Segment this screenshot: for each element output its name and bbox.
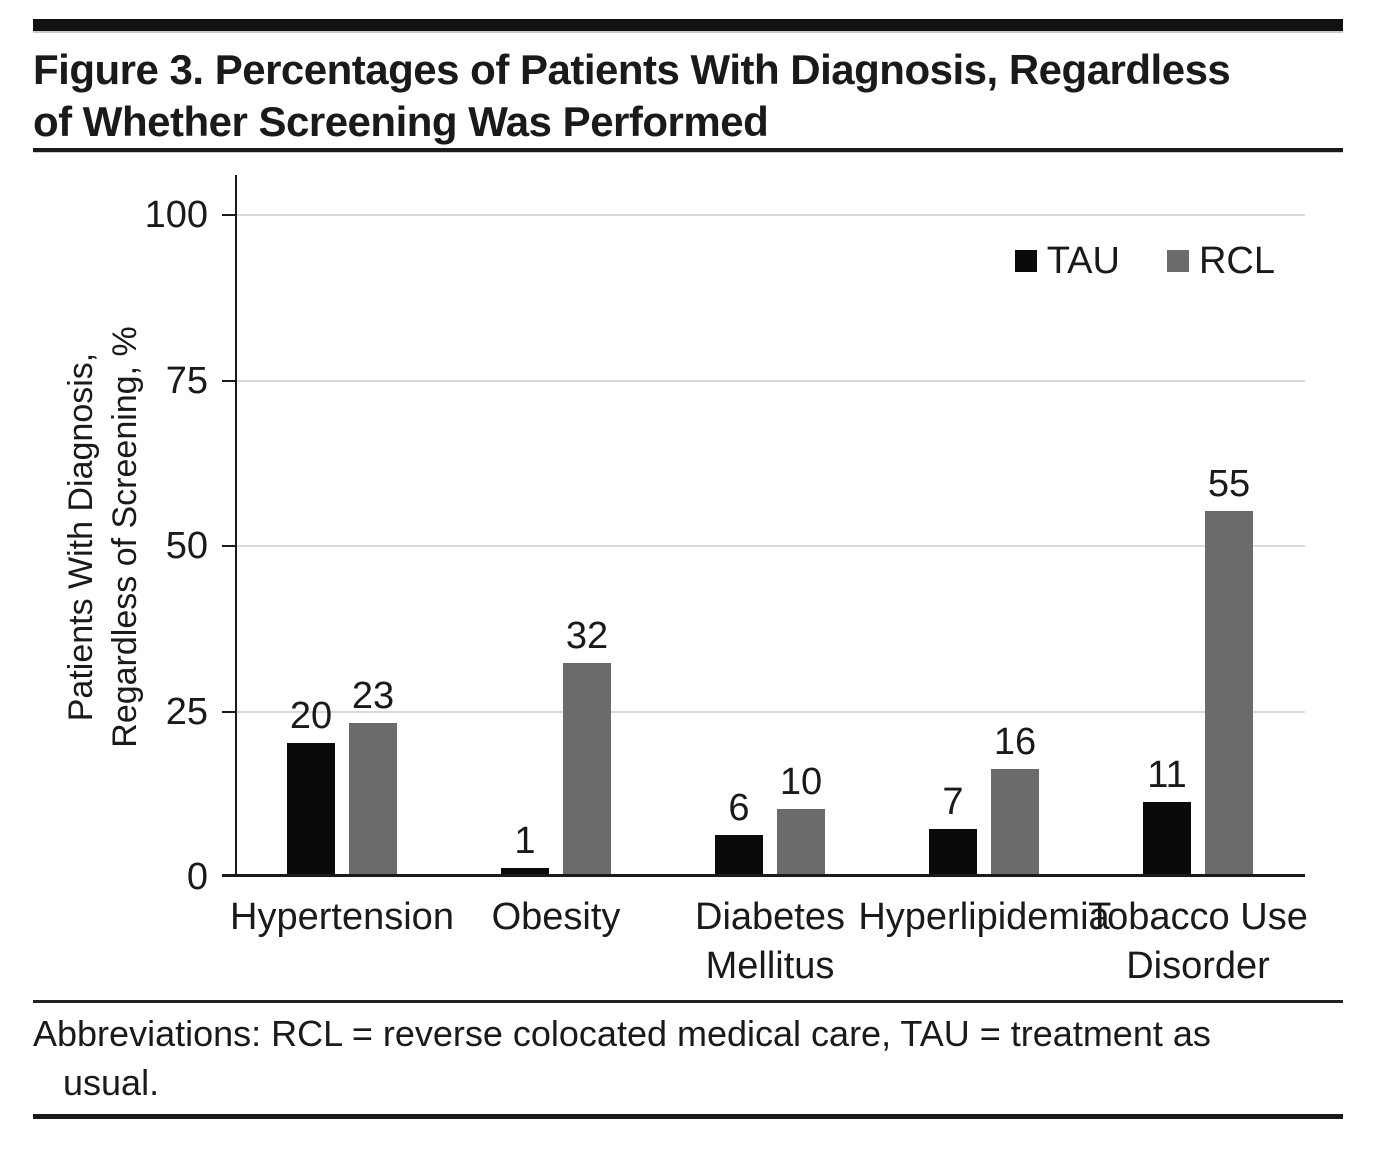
title-divider-rule (33, 148, 1343, 153)
bar-tau-hyperlipidemia (929, 828, 977, 875)
x-label-tobacco-use-disorder: Tobacco Use Disorder (1038, 893, 1358, 990)
y-tick-50 (222, 545, 235, 547)
bar-value-rcl-hyperlipidemia: 16 (993, 721, 1037, 764)
y-tick-label-100: 100 (144, 194, 208, 236)
bar-rcl-diabetes-mellitus (777, 808, 825, 875)
bar-value-tau-hypertension: 20 (289, 694, 333, 737)
x-label-diabetes-mellitus: Diabetes Mellitus (610, 893, 930, 990)
x-label-line: Obesity (491, 896, 621, 938)
plot-area: 20 1 6 7 11 23 32 10 16 55 TAU RCL (222, 175, 1305, 877)
footer-divider-bottom (33, 1114, 1343, 1119)
bar-value-tau-diabetes-mellitus: 6 (728, 787, 750, 830)
y-tick-label-50: 50 (165, 525, 208, 567)
legend-item-tau: TAU (1014, 240, 1120, 282)
bar-rcl-hyperlipidemia (991, 769, 1039, 875)
legend-swatch-rcl (1166, 250, 1189, 272)
bar-tau-obesity (501, 868, 549, 875)
x-label-line: Disorder (1126, 944, 1270, 987)
legend-swatch-tau (1014, 250, 1037, 272)
bar-rcl-hypertension (349, 722, 397, 875)
legend: TAU RCL (1014, 240, 1275, 282)
y-tick-label-25: 25 (165, 690, 208, 733)
y-tick-label-75: 75 (165, 359, 208, 402)
figure-title-line2: of Whether Screening Was Performed (33, 98, 769, 146)
legend-label-tau: TAU (1046, 240, 1120, 282)
bar-tau-tobacco-use-disorder (1143, 802, 1191, 875)
gridline-25 (237, 710, 1305, 713)
abbreviations-note: Abbreviations: RCL = reverse colocated m… (33, 1010, 1313, 1108)
x-label-obesity: Obesity (396, 893, 716, 942)
x-label-line: Hypertension (230, 896, 454, 938)
bar-rcl-obesity (563, 663, 611, 875)
x-label-line: Hyperlipidemia (858, 896, 1110, 938)
bar-value-tau-obesity: 1 (514, 820, 536, 863)
gridline-75 (237, 379, 1305, 382)
abbreviations-line2: usual. (63, 1061, 160, 1103)
bar-value-rcl-obesity: 32 (565, 615, 609, 658)
x-label-line: Diabetes (695, 896, 845, 938)
x-label-line: Mellitus (705, 944, 835, 987)
top-accent-bar (33, 19, 1343, 33)
abbreviations-line1: Abbreviations: RCL = reverse colocated m… (33, 1013, 1211, 1054)
y-tick-25 (222, 710, 235, 713)
bar-tau-diabetes-mellitus (715, 835, 763, 875)
gridline-50 (237, 545, 1305, 547)
legend-label-rcl: RCL (1198, 240, 1275, 282)
bar-value-tau-tobacco-use-disorder: 11 (1147, 754, 1187, 797)
x-label-hypertension: Hypertension (182, 893, 502, 942)
figure-title: Figure 3. Percentages of Patients With D… (33, 44, 1345, 148)
bar-value-tau-hyperlipidemia: 7 (942, 780, 964, 823)
bar-rcl-tobacco-use-disorder (1205, 510, 1253, 875)
y-tick-75 (222, 379, 235, 382)
x-axis-line (222, 874, 1305, 877)
y-tick-100 (222, 214, 235, 216)
x-label-line: Tobacco Use (1088, 896, 1308, 938)
figure-title-line1: Figure 3. Percentages of Patients With D… (33, 46, 1231, 93)
footer-divider-top (33, 1000, 1343, 1003)
y-axis-line (235, 175, 237, 877)
bar-tau-hypertension (287, 742, 335, 875)
bar-value-rcl-tobacco-use-disorder: 55 (1207, 462, 1251, 505)
y-tick-label-0: 0 (186, 856, 208, 898)
gridline-100 (237, 214, 1305, 216)
x-label-hyperlipidemia: Hyperlipidemia (824, 893, 1144, 942)
legend-item-rcl: RCL (1166, 240, 1275, 282)
bar-value-rcl-diabetes-mellitus: 10 (779, 760, 823, 803)
bar-value-rcl-hypertension: 23 (351, 674, 395, 717)
